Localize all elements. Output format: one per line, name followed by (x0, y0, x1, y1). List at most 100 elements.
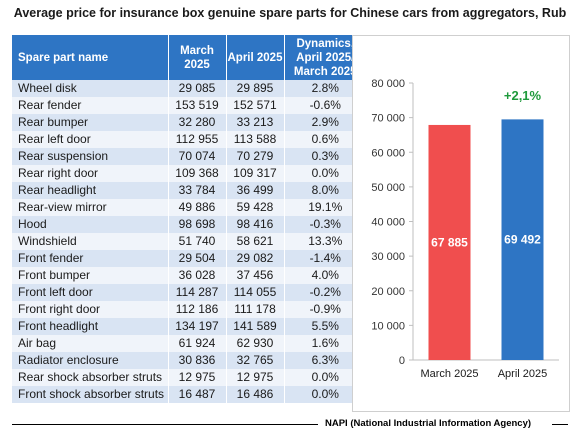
table-row: Front left door 114 287 114 055 -0.2% (12, 284, 366, 301)
column-header-april: April 2025 (226, 35, 285, 80)
april-price-cell: 29 082 (226, 250, 285, 267)
dynamics-cell: 0.0% (284, 165, 366, 182)
april-price-cell: 111 178 (226, 301, 285, 318)
april-price-cell: 141 589 (226, 318, 285, 335)
table-row: Wheel disk 29 085 29 895 2.8% (12, 80, 366, 97)
march-price-cell: 33 784 (168, 182, 227, 199)
growth-annotation: +2,1% (504, 88, 542, 103)
march-price-cell: 112 955 (168, 131, 227, 148)
march-price-cell: 36 028 (168, 267, 227, 284)
part-name-cell: Rear left door (12, 131, 169, 148)
source-divider-right (552, 424, 568, 425)
table-row: Rear right door 109 368 109 317 0.0% (12, 165, 366, 182)
march-price-cell: 112 186 (168, 301, 227, 318)
x-category-label: April 2025 (498, 368, 548, 380)
dynamics-cell: -0.2% (284, 284, 366, 301)
march-price-cell: 70 074 (168, 148, 227, 165)
table-row: Front bumper 36 028 37 456 4.0% (12, 267, 366, 284)
march-price-cell: 98 698 (168, 216, 227, 233)
dynamics-cell: 5.5% (284, 318, 366, 335)
dynamics-cell: -1.4% (284, 250, 366, 267)
part-name-cell: Rear headlight (12, 182, 169, 199)
april-price-cell: 58 621 (226, 233, 285, 250)
dynamics-cell: 1.6% (284, 335, 366, 352)
table-header-row: Spare part name March 2025 April 2025 Dy… (12, 35, 366, 80)
source-label: NAPI (National Industrial Information Ag… (325, 418, 532, 429)
part-name-cell: Rear right door (12, 165, 169, 182)
table-row: Windshield 51 740 58 621 13.3% (12, 233, 366, 250)
part-name-cell: Rear suspension (12, 148, 169, 165)
bar-value-label: 69 492 (504, 233, 541, 247)
chart-title: Average price for insurance box genuine … (13, 6, 567, 20)
april-price-cell: 37 456 (226, 267, 285, 284)
table-body: Wheel disk 29 085 29 895 2.8% Rear fender 153… (12, 80, 366, 403)
y-tick-label: 10 000 (371, 320, 405, 332)
march-price-cell: 29 085 (168, 80, 227, 97)
dynamics-cell: 8.0% (284, 182, 366, 199)
dynamics-cell: 4.0% (284, 267, 366, 284)
dynamics-cell: -0.3% (284, 216, 366, 233)
march-price-cell: 30 836 (168, 352, 227, 369)
part-name-cell: Windshield (12, 233, 169, 250)
table-row: Front shock absorber struts 16 487 16 486 0… (12, 386, 366, 403)
march-price-cell: 51 740 (168, 233, 227, 250)
march-price-cell: 16 487 (168, 386, 227, 403)
march-price-cell: 134 197 (168, 318, 227, 335)
part-name-cell: Hood (12, 216, 169, 233)
april-price-cell: 62 930 (226, 335, 285, 352)
april-price-cell: 109 317 (226, 165, 285, 182)
column-header-march: March 2025 (168, 35, 227, 80)
april-price-cell: 33 213 (226, 114, 285, 131)
bar-value-label: 67 885 (431, 235, 468, 249)
table-row: Front right door 112 186 111 178 -0.9% (12, 301, 366, 318)
y-tick-label: 80 000 (371, 78, 405, 90)
table-row: Rear suspension 70 074 70 279 0.3% (12, 148, 366, 165)
march-price-cell: 12 975 (168, 369, 227, 386)
table-row: Rear fender 153 519 152 571 -0.6% (12, 97, 366, 114)
part-name-cell: Rear-view mirror (12, 199, 169, 216)
dynamics-cell: 0.0% (284, 386, 366, 403)
table-row: Front headlight 134 197 141 589 5.5% (12, 318, 366, 335)
part-name-cell: Rear shock absorber struts (12, 369, 169, 386)
part-name-cell: Wheel disk (12, 80, 169, 97)
part-name-cell: Front left door (12, 284, 169, 301)
table-row: Radiator enclosure 30 836 32 765 6.3% (12, 352, 366, 369)
dynamics-cell: 0.0% (284, 369, 366, 386)
part-name-cell: Radiator enclosure (12, 352, 169, 369)
april-price-cell: 152 571 (226, 97, 285, 114)
table-row: Rear shock absorber struts 12 975 12 975 0.… (12, 369, 366, 386)
march-price-cell: 49 886 (168, 199, 227, 216)
table-row: Rear left door 112 955 113 588 0.6% (12, 131, 366, 148)
part-name-cell: Front right door (12, 301, 169, 318)
y-tick-label: 50 000 (371, 182, 405, 194)
dynamics-cell: 0.6% (284, 131, 366, 148)
part-name-cell: Air bag (12, 335, 169, 352)
column-header-spare-part: Spare part name (12, 35, 169, 80)
table-row: Rear-view mirror 49 886 59 428 19.1% (12, 199, 366, 216)
bar-chart: 0 10 000 20 000 30 000 40 000 50 000 60 000 70 … (371, 78, 559, 380)
part-name-cell: Rear bumper (12, 114, 169, 131)
april-price-cell: 36 499 (226, 182, 285, 199)
april-price-cell: 114 055 (226, 284, 285, 301)
part-name-cell: Rear fender (12, 97, 169, 114)
y-tick-label: 60 000 (371, 147, 405, 159)
y-tick-label: 0 (399, 355, 405, 367)
part-name-cell: Front bumper (12, 267, 169, 284)
bar-chart-panel: 0 10 000 20 000 30 000 40 000 50 000 60 000 70 … (352, 35, 570, 412)
spare-parts-table: Spare part name March 2025 April 2025 Dy… (12, 35, 366, 403)
x-category-label: March 2025 (420, 368, 478, 380)
dynamics-cell: 2.8% (284, 80, 366, 97)
dynamics-cell: 2.9% (284, 114, 366, 131)
source-divider-left (12, 424, 318, 425)
part-name-cell: Front headlight (12, 318, 169, 335)
march-price-cell: 114 287 (168, 284, 227, 301)
april-price-cell: 113 588 (226, 131, 285, 148)
dynamics-cell: 19.1% (284, 199, 366, 216)
march-price-cell: 61 924 (168, 335, 227, 352)
y-tick-label: 30 000 (371, 251, 405, 263)
part-name-cell: Front shock absorber struts (12, 386, 169, 403)
march-price-cell: 153 519 (168, 97, 227, 114)
march-price-cell: 32 280 (168, 114, 227, 131)
dynamics-cell: -0.9% (284, 301, 366, 318)
march-price-cell: 109 368 (168, 165, 227, 182)
